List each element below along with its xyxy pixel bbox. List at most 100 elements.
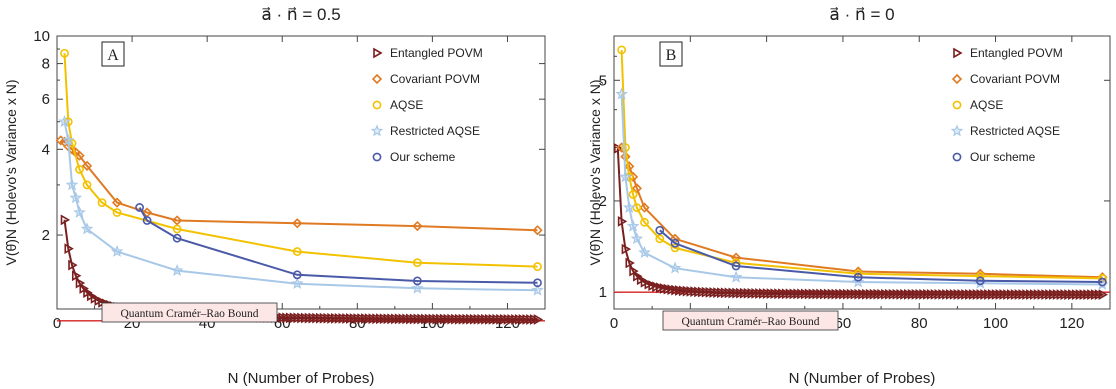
data-point [668, 261, 682, 274]
series-our-scheme [135, 203, 542, 288]
data-point [172, 233, 182, 243]
data-point [619, 170, 632, 183]
panel-label-box [101, 41, 125, 67]
legend-label: Our scheme [970, 150, 1036, 164]
series-restricted-aqse [58, 115, 544, 296]
x-tick-label: 60 [835, 315, 852, 332]
data-point [412, 258, 422, 268]
data-point [729, 270, 743, 283]
data-point [655, 234, 665, 244]
data-point [111, 197, 123, 208]
y-tick-label: 2 [42, 227, 50, 244]
series-our-scheme [655, 225, 1107, 287]
y-axis-label: V(θ̂)N (Holevo's Variance x N) [587, 79, 603, 265]
legend-marker [370, 124, 384, 137]
chart-panel-b: 020406080100120125a⃗ · n⃗ = 0N (Number o… [587, 5, 1111, 387]
legend-marker [952, 100, 962, 110]
y-tick-label: 1 [599, 284, 607, 301]
data-point [292, 270, 302, 280]
legend-marker [953, 47, 963, 59]
legend-label: Entangled POVM [970, 46, 1063, 60]
data-point [170, 264, 184, 276]
legend-marker [373, 47, 383, 59]
data-point [655, 225, 665, 235]
series-line [620, 147, 1103, 279]
data-point [532, 225, 543, 236]
data-point [617, 45, 627, 55]
x-tick-label: 0 [610, 315, 618, 332]
data-point [621, 243, 632, 255]
legend-label: Entangled POVM [390, 46, 483, 60]
data-point [411, 281, 424, 294]
legend-label: Restricted AQSE [390, 124, 480, 138]
data-point [638, 246, 651, 259]
data-point [81, 160, 93, 171]
series-entangled-povm [614, 143, 1108, 300]
legend-label: Restricted AQSE [970, 124, 1060, 138]
data-point [1097, 277, 1107, 287]
series-line [620, 94, 1103, 286]
data-point [639, 202, 650, 213]
data-point [97, 198, 107, 208]
y-tick-label: 8 [42, 56, 50, 73]
data-point [412, 220, 423, 232]
qcrb-label-box [662, 310, 839, 331]
data-point [71, 270, 82, 282]
data-point [73, 205, 86, 218]
data-point [135, 203, 144, 212]
x-axis-label: N (Number of Probes) [789, 370, 936, 387]
panel-label: B [666, 47, 677, 64]
series-line [138, 207, 538, 284]
data-point [65, 178, 79, 191]
data-point [75, 165, 84, 174]
legend: Entangled POVM Covariant POVM AQSE Restrict… [370, 46, 483, 164]
data-point [142, 216, 152, 225]
legend: Entangled POVM Covariant POVM AQSE Restrict… [950, 46, 1063, 164]
y-tick-label: 4 [42, 141, 50, 158]
data-point [110, 244, 124, 257]
data-point [412, 276, 422, 286]
data-point [630, 232, 644, 245]
series-covariant-povm [616, 142, 1108, 283]
y-tick-label: 2 [599, 193, 607, 210]
data-point [615, 87, 628, 100]
series-line [620, 49, 1103, 280]
legend-label: Our scheme [390, 150, 456, 164]
data-point [975, 276, 985, 286]
qcrb-label: Quantum Cramér–Rao Bound [121, 308, 259, 320]
series-line [63, 121, 538, 292]
data-point [112, 208, 122, 217]
data-point [533, 314, 544, 325]
data-point [292, 247, 302, 256]
data-point [82, 180, 92, 190]
panel-label: A [107, 47, 119, 64]
legend-label: AQSE [390, 98, 423, 112]
data-point [625, 257, 635, 269]
data-point [69, 191, 83, 204]
plot-frame [56, 35, 546, 310]
data-point [640, 217, 649, 227]
x-tick-label: 0 [53, 315, 61, 332]
legend-marker [372, 152, 382, 162]
data-point [64, 243, 74, 255]
chart-title: a⃗ · n⃗ = 0 [829, 5, 894, 24]
data-point [60, 48, 69, 58]
data-point [533, 278, 542, 288]
y-tick-label: 10 [33, 28, 50, 45]
data-point [617, 216, 628, 227]
x-axis-label: N (Number of Probes) [228, 370, 375, 387]
y-tick-label: 5 [599, 72, 607, 89]
series-covariant-povm [55, 135, 543, 236]
data-point [533, 262, 542, 271]
data-point [632, 203, 642, 213]
data-point [853, 272, 863, 282]
qcrb-label-box [101, 302, 278, 323]
x-tick-label: 100 [983, 315, 1008, 332]
series-line [63, 53, 538, 268]
data-point [61, 133, 75, 146]
legend-marker [951, 73, 963, 85]
data-point [172, 224, 182, 234]
legend-marker [371, 73, 383, 85]
chart-title: a⃗ · n⃗ = 0.5 [261, 5, 340, 24]
